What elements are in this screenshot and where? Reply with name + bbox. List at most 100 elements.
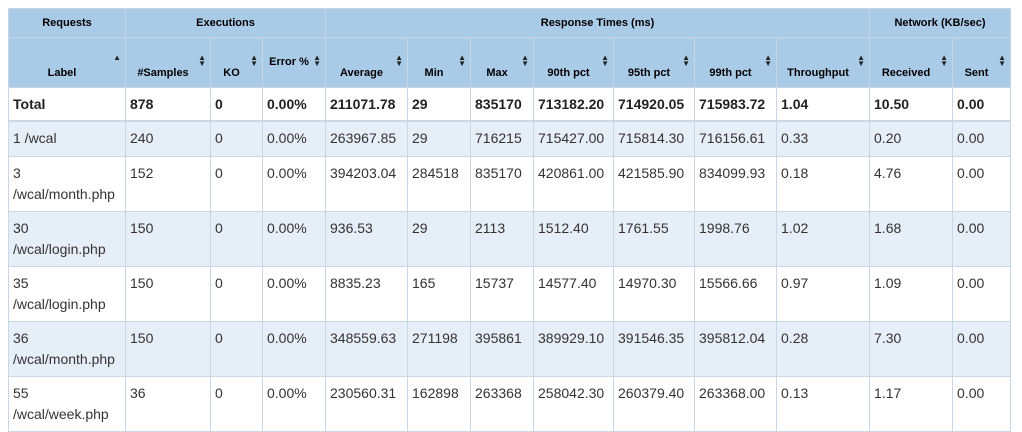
cell-error-pct: 0.00%	[261, 321, 327, 377]
cell-label: 30 /wcal/login.php	[8, 211, 126, 267]
cell-p90: 14577.40	[533, 266, 615, 322]
col-header-p90[interactable]: 90th pct ▲ ▼	[533, 37, 615, 88]
cell-label: 3 /wcal/month.php	[8, 156, 126, 212]
cell-sent: 0.00	[952, 87, 1012, 122]
cell-max: 835170	[470, 156, 535, 212]
cell-average: 263967.85	[325, 120, 409, 157]
cell-p99: 15566.66	[694, 266, 778, 322]
cell-p99: 716156.61	[694, 120, 778, 157]
cell-p95: 715814.30	[613, 120, 696, 157]
cell-min: 162898	[407, 376, 472, 432]
cell-p90: 1512.40	[533, 211, 615, 267]
cell-p99: 1998.76	[694, 211, 778, 267]
table-row: 1 /wcal 240 0 0.00% 263967.85 29 716215 …	[8, 120, 1012, 157]
col-header-label[interactable]: Label ▲	[8, 37, 126, 88]
cell-max: 395861	[470, 321, 535, 377]
col-header-ko[interactable]: KO ▲ ▼	[210, 37, 263, 88]
col-header-min[interactable]: Min ▲ ▼	[407, 37, 472, 88]
group-executions: Executions	[124, 8, 327, 38]
cell-samples: 878	[125, 87, 211, 122]
sort-icon[interactable]: ▲ ▼	[395, 53, 404, 68]
cell-received: 10.50	[869, 87, 954, 122]
sort-icon[interactable]: ▲ ▼	[682, 53, 691, 68]
cell-p95: 1761.55	[613, 211, 696, 267]
col-header-average[interactable]: Average ▲ ▼	[325, 37, 409, 88]
table-row: 36 /wcal/month.php 150 0 0.00% 348559.63…	[8, 321, 1012, 377]
cell-throughput: 1.04	[776, 87, 871, 122]
cell-throughput: 0.97	[776, 266, 871, 322]
cell-label: 1 /wcal	[8, 120, 126, 157]
col-header-p95[interactable]: 95th pct ▲ ▼	[613, 37, 696, 88]
col-header-max[interactable]: Max ▲ ▼	[470, 37, 535, 88]
cell-min: 271198	[407, 321, 472, 377]
group-requests: Requests	[8, 8, 126, 38]
cell-ko: 0	[210, 156, 263, 212]
sort-asc-icon[interactable]: ▲	[113, 53, 121, 62]
col-header-error-pct[interactable]: Error % ▲ ▼	[261, 37, 327, 88]
cell-p95: 714920.05	[613, 87, 696, 122]
cell-received: 7.30	[869, 321, 954, 377]
cell-p99: 834099.93	[694, 156, 778, 212]
cell-received: 0.20	[869, 120, 954, 157]
col-header-p99[interactable]: 99th pct ▲ ▼	[694, 37, 778, 88]
cell-p99: 715983.72	[694, 87, 778, 122]
cell-sent: 0.00	[952, 211, 1012, 267]
cell-throughput: 0.13	[776, 376, 871, 432]
cell-min: 29	[407, 120, 472, 157]
cell-p95: 260379.40	[613, 376, 696, 432]
cell-label: Total	[8, 87, 126, 122]
col-header-received[interactable]: Received ▲ ▼	[869, 37, 954, 88]
cell-ko: 0	[210, 266, 263, 322]
sort-icon[interactable]: ▲ ▼	[998, 53, 1007, 68]
cell-p90: 713182.20	[533, 87, 615, 122]
group-response-times: Response Times (ms)	[325, 8, 871, 38]
sort-icon[interactable]: ▲ ▼	[764, 53, 773, 68]
cell-min: 284518	[407, 156, 472, 212]
cell-p95: 421585.90	[613, 156, 696, 212]
table-row: 30 /wcal/login.php 150 0 0.00% 936.53 29…	[8, 211, 1012, 267]
sort-icon[interactable]: ▲ ▼	[250, 53, 258, 68]
cell-label: 35 /wcal/login.php	[8, 266, 126, 322]
cell-samples: 36	[125, 376, 211, 432]
col-header-samples[interactable]: #Samples ▲ ▼	[125, 37, 211, 88]
cell-sent: 0.00	[952, 266, 1012, 322]
cell-error-pct: 0.00%	[261, 156, 327, 212]
cell-ko: 0	[210, 120, 263, 157]
sort-icon[interactable]: ▲ ▼	[313, 53, 322, 68]
cell-average: 348559.63	[325, 321, 409, 377]
cell-average: 211071.78	[325, 87, 409, 122]
sort-icon[interactable]: ▲ ▼	[458, 53, 467, 68]
cell-samples: 152	[125, 156, 211, 212]
cell-p99: 263368.00	[694, 376, 778, 432]
cell-sent: 0.00	[952, 376, 1012, 432]
cell-sent: 0.00	[952, 120, 1012, 157]
sort-icon[interactable]: ▲ ▼	[940, 53, 949, 68]
sort-icon[interactable]: ▲ ▼	[601, 53, 610, 68]
statistics-table: Requests Executions Response Times (ms) …	[8, 8, 1012, 432]
cell-p95: 391546.35	[613, 321, 696, 377]
cell-error-pct: 0.00%	[261, 211, 327, 267]
cell-max: 15737	[470, 266, 535, 322]
cell-ko: 0	[210, 321, 263, 377]
cell-p90: 420861.00	[533, 156, 615, 212]
cell-received: 4.76	[869, 156, 954, 212]
sort-icon[interactable]: ▲ ▼	[198, 53, 206, 68]
cell-throughput: 0.28	[776, 321, 871, 377]
sort-icon[interactable]: ▲ ▼	[857, 53, 866, 68]
cell-average: 394203.04	[325, 156, 409, 212]
cell-max: 835170	[470, 87, 535, 122]
cell-p90: 258042.30	[533, 376, 615, 432]
table-row: 55 /wcal/week.php 36 0 0.00% 230560.31 1…	[8, 376, 1012, 432]
cell-error-pct: 0.00%	[261, 120, 327, 157]
cell-throughput: 0.33	[776, 120, 871, 157]
cell-label: 55 /wcal/week.php	[8, 376, 126, 432]
sort-icon[interactable]: ▲ ▼	[521, 53, 530, 68]
col-header-sent[interactable]: Sent ▲ ▼	[952, 37, 1012, 88]
cell-min: 165	[407, 266, 472, 322]
cell-p90: 715427.00	[533, 120, 615, 157]
col-header-throughput[interactable]: Throughput ▲ ▼	[776, 37, 871, 88]
total-row: Total 878 0 0.00% 211071.78 29 835170 71…	[8, 87, 1012, 122]
cell-ko: 0	[210, 87, 263, 122]
cell-max: 2113	[470, 211, 535, 267]
table-row: 35 /wcal/login.php 150 0 0.00% 8835.23 1…	[8, 266, 1012, 322]
